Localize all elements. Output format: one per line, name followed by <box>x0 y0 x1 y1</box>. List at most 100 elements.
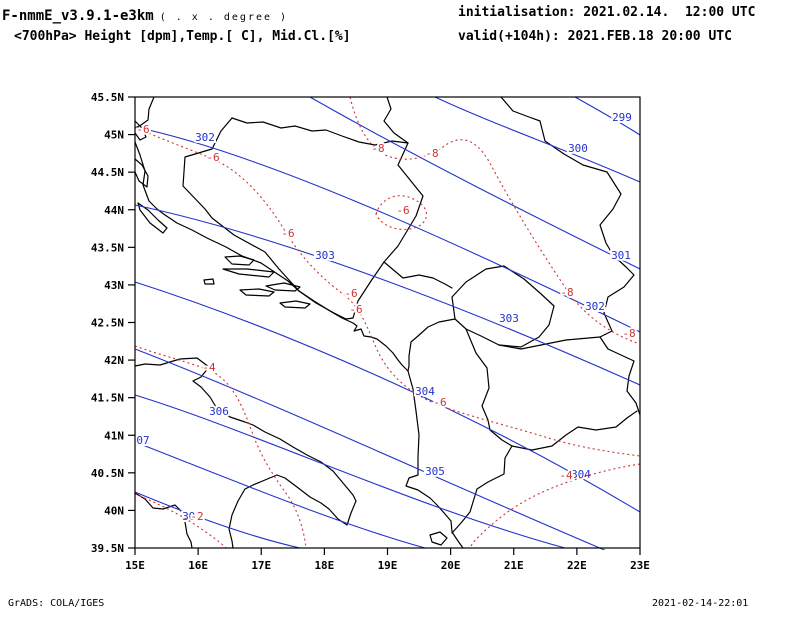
dubrovnik-strip-border <box>298 290 354 320</box>
init-time: initialisation: 2021.02.14. 12:00 UTC <box>458 5 756 20</box>
height-contour-305 <box>134 348 606 550</box>
kosovo-outline <box>451 265 555 348</box>
serbia-romania-bulgaria-border <box>500 96 635 338</box>
model-name: F-nmmE_v3.9.1-e3km <box>2 8 154 24</box>
height-contour-302 <box>134 126 641 333</box>
height-contour-label: 302 <box>585 300 605 313</box>
height-contour-label: 304 <box>415 385 435 398</box>
x-tick-label: 15E <box>125 559 145 572</box>
height-contour-301 <box>309 96 641 270</box>
korcula-island <box>239 288 275 297</box>
croatia-serbia-border <box>383 96 409 144</box>
axes-layer: 15E 16E 17E 18E 19E 20E 21E 22E 23E 45.5N 45N 44.5N… <box>91 91 650 572</box>
height-contour-label: 299 <box>612 111 632 124</box>
temp-contour--4 <box>134 345 307 549</box>
y-tick-label: 39.5N <box>91 542 124 555</box>
height-contour-label: 300 <box>568 142 588 155</box>
y-tick-label: 41N <box>104 429 124 442</box>
height-contour-label: 301 <box>611 249 631 262</box>
temp-contour-label: -6 <box>349 303 362 316</box>
adriatic-east-coast <box>134 141 464 549</box>
height-contour-307 <box>134 441 426 549</box>
creation-timestamp: 2021-02-14-22:01 <box>652 598 749 609</box>
temp-contour-label: -8 <box>622 327 635 340</box>
temp-contour-label: -4 <box>559 469 573 482</box>
italy-tyrrhenian-coast <box>134 492 193 549</box>
x-tick-label: 18E <box>314 559 334 572</box>
plot-area: 299 300 301 302 302 303 303 304 304 305 306 07 308 -8… <box>91 91 650 572</box>
greece-albania-border <box>451 445 513 534</box>
mljet-island <box>279 300 311 309</box>
x-tick-label: 16E <box>188 559 208 572</box>
height-contour-306 <box>134 394 566 549</box>
model-title-line: F-nmmE_v3.9.1-e3km ( . x . degree ) <box>2 5 288 24</box>
serbia-macedonia-border <box>498 336 601 350</box>
italy-adriatic-coast <box>134 357 357 549</box>
y-tick-label: 45.5N <box>91 91 124 104</box>
height-contour-label: 306 <box>209 405 229 418</box>
grid-resolution: ( . x . degree ) <box>159 12 289 23</box>
x-tick-label: 20E <box>441 559 461 572</box>
temp-contour--8 <box>349 96 641 345</box>
brac-island <box>224 255 255 266</box>
x-tick-label: 19E <box>378 559 398 572</box>
height-contour-299 <box>574 96 641 136</box>
x-tick-label: 23E <box>630 559 650 572</box>
macedonia-greece-border <box>511 410 638 451</box>
height-contour-label: 303 <box>499 312 519 325</box>
peljesac-peninsula <box>265 282 301 292</box>
temp-contour-label: -6 <box>433 396 446 409</box>
height-contour-label: 305 <box>425 465 445 478</box>
temp-contour-label: -6 <box>136 123 149 136</box>
y-tick-label: 45N <box>104 129 124 142</box>
y-tick-label: 40N <box>104 504 124 517</box>
x-tick-label: 21E <box>504 559 524 572</box>
temp-contour--2 <box>134 493 227 549</box>
y-tick-label: 40.5N <box>91 467 124 480</box>
temp-contour--6 <box>134 126 641 457</box>
bosnia-sava-border <box>231 117 409 146</box>
y-tick-label: 42N <box>104 354 124 367</box>
valid-time: valid(+104h): 2021.FEB.18 20:00 UTC <box>458 29 732 44</box>
y-tick-label: 43.5N <box>91 241 124 254</box>
height-contour-label: 303 <box>315 249 335 262</box>
height-contour-304 <box>134 281 641 513</box>
height-contour-label: 304 <box>571 468 591 481</box>
temp-contour-label: -8 <box>425 147 438 160</box>
temp-contour-label: -2 <box>190 510 203 523</box>
x-tick-label: 17E <box>251 559 271 572</box>
height-contour-300 <box>434 96 641 183</box>
hvar-island <box>222 268 275 278</box>
dugi-otok-island <box>137 202 168 234</box>
montenegro-albania-border <box>407 318 456 372</box>
bosnia-west-border <box>182 117 300 292</box>
temp-contour-label: -4 <box>202 361 216 374</box>
temp-contour-label: -6 <box>281 227 294 240</box>
corfu-island <box>429 531 448 546</box>
height-contour-303 <box>134 204 641 386</box>
albania-macedonia-border <box>465 328 513 447</box>
x-tick-label: 22E <box>567 559 587 572</box>
bosnia-montenegro-border <box>352 261 385 319</box>
vis-island <box>203 278 215 285</box>
y-tick-label: 41.5N <box>91 392 124 405</box>
y-tick-label: 44N <box>104 204 124 217</box>
height-contour-label: 302 <box>195 131 215 144</box>
contour-layer: 299 300 301 302 302 303 303 304 304 305 306 07 308 -8… <box>134 96 641 550</box>
grads-credit: GrADS: COLA/IGES <box>8 598 105 609</box>
temp-contour-label: -8 <box>560 286 573 299</box>
y-tick-label: 43N <box>104 279 124 292</box>
field-description: <700hPa> Height [dpm],Temp.[ C], Mid.Cl.… <box>14 29 351 44</box>
montenegro-serbia-border <box>383 261 453 289</box>
temp-contour--4 <box>469 463 641 549</box>
height-contour-label: 308 <box>182 510 202 523</box>
height-contour-308 <box>134 491 301 549</box>
y-tick-label: 42.5N <box>91 317 124 330</box>
slovenia-croatia-border <box>134 96 155 129</box>
temp-contour-label: -6 <box>344 287 357 300</box>
macedonia-bulgaria-border <box>599 336 641 416</box>
y-tick-label: 44.5N <box>91 166 124 179</box>
kvarner-island <box>134 120 147 141</box>
